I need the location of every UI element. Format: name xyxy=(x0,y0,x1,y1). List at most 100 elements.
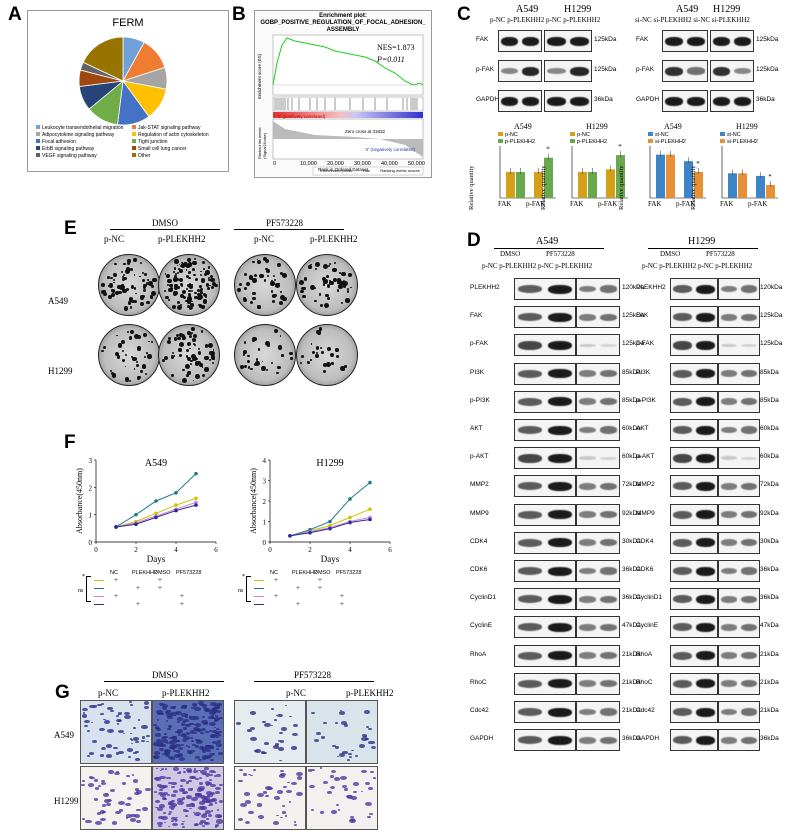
bar xyxy=(534,172,543,198)
panel-c: A549 H1299 p-NC p-PLEKHH2 p-NC p-PLEKHH2… xyxy=(468,0,786,215)
bar xyxy=(694,172,703,198)
migrated-cell xyxy=(188,723,191,725)
migrated-cell xyxy=(166,710,172,714)
colony xyxy=(193,273,196,277)
colony xyxy=(125,287,130,292)
migrated-cell xyxy=(339,710,346,715)
panel-d-blot xyxy=(514,334,576,357)
legend-table-sign: + xyxy=(318,576,322,584)
colony xyxy=(188,294,191,297)
panel-b-title-2: GOBP_POSITIVE_REGULATION_OF_FOCAL_ADHESI… xyxy=(260,20,426,26)
migrated-cell xyxy=(180,778,187,783)
migrated-cell xyxy=(178,787,186,792)
panel-d-row-label-right: MMP2 xyxy=(636,481,655,489)
blot-band xyxy=(673,707,692,717)
migrated-cell xyxy=(337,756,340,758)
blot-band xyxy=(548,651,572,661)
migrated-cell xyxy=(311,809,315,811)
panel-d-blot xyxy=(670,588,718,611)
migrated-cell xyxy=(86,729,90,732)
legend-table-header: DMSO xyxy=(314,570,331,576)
colony xyxy=(182,290,187,295)
migrated-cell xyxy=(310,769,315,772)
migrated-cell xyxy=(193,769,199,773)
colony xyxy=(192,268,195,272)
panel-d-row-label-left: CDK4 xyxy=(470,537,488,545)
legend-table-line xyxy=(254,580,264,581)
panel-c-row-label-right: p-FAK xyxy=(636,66,655,73)
panel-c-kda-right: 36kDa xyxy=(756,96,775,103)
colony xyxy=(316,330,320,334)
migrated-cell xyxy=(128,756,131,758)
panel-d-blot xyxy=(718,447,760,470)
panel-d-blot xyxy=(670,334,718,357)
colony xyxy=(190,359,193,363)
panel-d-kda-left: 21kDa xyxy=(622,678,641,686)
migrated-cell xyxy=(205,809,212,814)
migrated-cell xyxy=(94,787,99,790)
colony xyxy=(327,264,331,268)
panel-d-blot xyxy=(670,390,718,413)
panel-d-row-label-right: CyclinD1 xyxy=(636,594,663,602)
colony-dish xyxy=(234,254,296,316)
pie-legend-item: Other xyxy=(132,153,151,159)
colony xyxy=(114,290,119,295)
migrated-cell xyxy=(190,737,194,740)
migrated-cell xyxy=(82,707,88,711)
colony xyxy=(188,262,193,267)
migrated-cell xyxy=(164,733,167,735)
bar-legend-item: si-PLEKHH2 xyxy=(648,139,686,145)
migrated-cell xyxy=(109,788,116,793)
colony xyxy=(340,367,345,372)
panel-d-row-label-right: Cdc42 xyxy=(636,707,655,714)
migrated-cell xyxy=(192,744,196,747)
migrated-cell xyxy=(162,811,166,814)
migrated-cell xyxy=(129,813,136,818)
panel-d-kda-right: 85kDa xyxy=(760,368,779,376)
panel-d-kda-right: 92kDa xyxy=(760,509,779,517)
migrated-cell xyxy=(101,703,105,706)
migrated-cell xyxy=(215,824,220,827)
migrated-cell xyxy=(358,744,365,748)
colony xyxy=(250,367,253,370)
migrated-cell xyxy=(296,792,304,797)
panel-e-dmso-line xyxy=(110,229,220,230)
colony xyxy=(243,297,247,301)
migrated-cell xyxy=(213,706,217,709)
colony xyxy=(239,282,243,286)
y-tick-label: 2 xyxy=(89,484,93,492)
migrated-cell xyxy=(249,774,253,777)
data-point xyxy=(114,525,118,529)
colony xyxy=(207,266,211,270)
panel-d-treat-dmso-right: DMSO xyxy=(660,250,681,258)
panel-d-treat-pf-right: PF573228 xyxy=(706,250,735,258)
bar-legend-swatch xyxy=(720,132,725,136)
legend-table-ns: ns xyxy=(78,588,84,594)
panel-d-row-label-left: FAK xyxy=(470,312,483,320)
colony xyxy=(246,360,250,364)
blot-band xyxy=(687,96,705,106)
migrated-cell xyxy=(141,807,148,811)
panel-d-blot xyxy=(576,560,620,582)
bar-chart-svg: * xyxy=(499,146,556,199)
colony xyxy=(186,374,190,377)
panel-e-group-dmso: DMSO xyxy=(152,218,179,228)
colony xyxy=(265,340,270,346)
blot-band xyxy=(547,36,566,46)
panel-d-blot xyxy=(576,616,620,639)
panel-d-kda-left: 85kDa xyxy=(622,368,641,376)
bar xyxy=(756,175,765,198)
panel-d-row-label-left: MMP2 xyxy=(470,481,489,489)
migrated-cell xyxy=(134,740,140,744)
migrated-cell xyxy=(200,806,208,811)
panel-c-groups-right: si-NC si-PLEKHH2 si-NC si-PLEKHH2 xyxy=(635,16,750,24)
migrated-cell xyxy=(178,756,185,761)
migrated-cell xyxy=(215,743,222,747)
migrated-cell xyxy=(255,749,261,753)
colony xyxy=(107,276,110,280)
colony xyxy=(345,298,350,303)
y-tick-label: 1 xyxy=(89,512,93,520)
data-point xyxy=(194,503,198,507)
migrated-cell xyxy=(238,779,243,783)
migrated-cell xyxy=(206,748,212,752)
